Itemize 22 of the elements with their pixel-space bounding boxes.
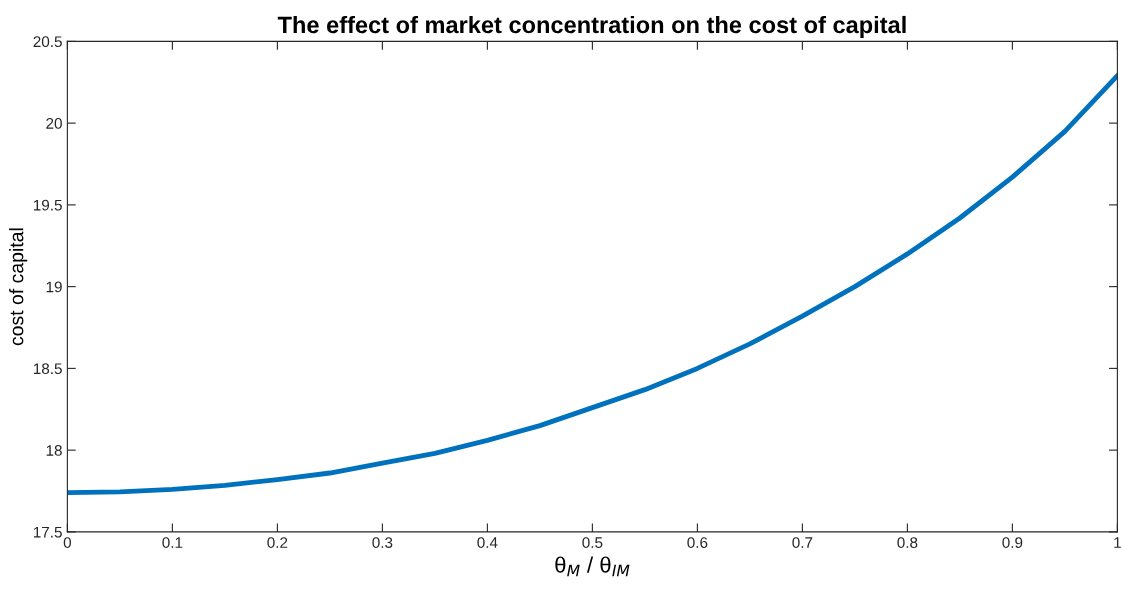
y-tick-label: 18.5 [33,363,62,375]
x-axis-title: θ$_{M}$ / θ$_{IM}$ [555,556,630,577]
x-tick-label: 0 [63,537,72,548]
y-tick-label: 20 [46,117,62,129]
x-tick-label: 0.4 [477,537,498,548]
x-tick-label: 0.3 [372,537,393,548]
line-series [67,73,1118,496]
y-tick-label: 17.5 [33,526,62,538]
x-tick-label: 0.1 [162,537,183,548]
x-tick-label: 1 [1114,537,1121,548]
y-tick-label: 20.5 [33,36,62,48]
y-tick-label: 19.5 [33,199,62,211]
y-tick-label: 18 [46,445,62,456]
x-tick-label: 0.2 [267,537,288,548]
chart-title: The effect of market concentration on the cost of capital [277,15,906,38]
x-tick-label: 0.8 [897,537,918,548]
y-tick-label: 19 [46,281,62,293]
x-tick-label: 0.9 [1002,537,1023,548]
x-tick-label: 0.6 [687,537,708,548]
x-tick-label: 0.7 [792,537,813,548]
x-tick-label: 0.5 [582,537,603,548]
y-axis-title: cost of capital [9,228,28,346]
